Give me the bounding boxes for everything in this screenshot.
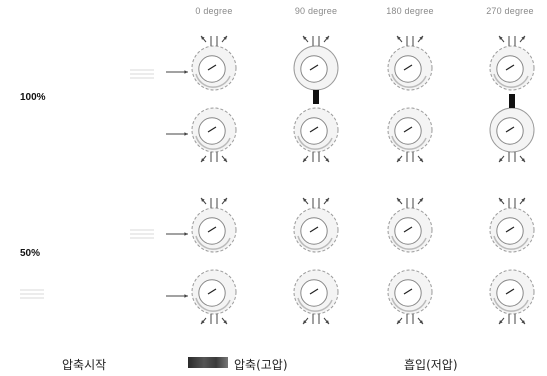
cylinder-0-1-bottom-suction-arc bbox=[297, 135, 333, 150]
cylinder-1-3-bottom-arrow-left-head bbox=[499, 320, 503, 324]
legend-compression-swatch bbox=[188, 357, 228, 368]
cylinder-1-2-bottom-arrow-left-head bbox=[397, 320, 401, 324]
cylinder-0-0-top-suction-arc bbox=[195, 73, 231, 88]
cylinder-0-0-bottom-inlet-arrow-head bbox=[184, 132, 188, 136]
cylinder-1-0-top-piston bbox=[198, 217, 226, 245]
cylinder-0-0-top-vane bbox=[207, 64, 217, 71]
cylinder-1-3-bottom-vane bbox=[505, 288, 515, 295]
cylinder-1-2-top-piston bbox=[394, 217, 422, 245]
cylinder-1-2-bottom-piston bbox=[394, 279, 422, 307]
cylinder-0-2-bottom-arrow-left-head bbox=[397, 158, 401, 162]
cylinder-0-3-top-arrow-left-head bbox=[499, 36, 503, 40]
cylinder-0-1-top-arrow-right-head bbox=[325, 36, 329, 40]
cylinder-1-1-bottom-suction-arc bbox=[297, 297, 333, 312]
cylinder-0-2-top-arrow-right-head bbox=[419, 36, 423, 40]
cylinder-0-0-top-arrow-left-head bbox=[201, 36, 205, 40]
cylinder-1-1-top-suction-arc bbox=[297, 235, 333, 250]
cylinder-1-2-top-arrow-right-head bbox=[419, 198, 423, 202]
cylinder-0-0-top-inlet-arrow-head bbox=[184, 70, 188, 74]
cylinder-0-3-top-piston bbox=[496, 55, 524, 83]
cylinder-0-1-top-discharge-bar bbox=[313, 90, 319, 104]
column-header-90: 90 degree bbox=[294, 6, 338, 16]
cylinder-1-0-bottom-piston bbox=[198, 279, 226, 307]
cylinder-1-1-top-arrow-right-head bbox=[325, 198, 329, 202]
row-label-100: 100% bbox=[20, 92, 46, 103]
cylinder-1-2-top-suction-arc bbox=[391, 235, 427, 250]
cylinder-1-0-top-suction-arc bbox=[195, 235, 231, 250]
cylinder-1-0-bottom-suction-arc bbox=[195, 297, 231, 312]
cylinder-0-0-bottom-arrow-right-head bbox=[223, 158, 227, 162]
cylinder-0-3-bottom-discharge-bar bbox=[509, 94, 515, 108]
cylinder-0-2-top-suction-arc bbox=[391, 73, 427, 88]
cylinder-0-1-bottom-arrow-left-head bbox=[303, 158, 307, 162]
column-header-0: 0 degree bbox=[195, 6, 233, 16]
cylinder-1-0-top-arrow-right-head bbox=[223, 198, 227, 202]
cylinder-0-3-top-arrow-right-head bbox=[521, 36, 525, 40]
cylinder-1-3-top-arrow-left-head bbox=[499, 198, 503, 202]
cylinder-0-2-bottom-vane bbox=[403, 126, 413, 133]
cylinder-0-0-bottom-piston bbox=[198, 117, 226, 145]
cylinder-1-2-bottom-vane bbox=[403, 288, 413, 295]
cylinder-0-0-bottom-vane bbox=[207, 126, 217, 133]
cylinder-0-1-bottom-piston bbox=[300, 117, 328, 145]
cylinder-1-0-bottom-inlet-arrow-head bbox=[184, 294, 188, 298]
cylinder-1-2-top-vane bbox=[403, 226, 413, 233]
cylinder-1-3-top-suction-arc bbox=[493, 235, 529, 250]
cylinder-1-1-top-arrow-left-head bbox=[303, 198, 307, 202]
cylinder-0-0-top-piston bbox=[198, 55, 226, 83]
cylinder-0-2-bottom-arrow-right-head bbox=[419, 158, 423, 162]
cylinder-0-0-top-arrow-right-head bbox=[223, 36, 227, 40]
cylinder-1-1-bottom-vane bbox=[309, 288, 319, 295]
cylinder-0-2-top-vane bbox=[403, 64, 413, 71]
column-header-270: 270 degree bbox=[486, 6, 534, 16]
cylinder-0-3-bottom-vane bbox=[505, 126, 515, 133]
cylinder-1-2-bottom-suction-arc bbox=[391, 297, 427, 312]
cylinder-1-0-top-vane bbox=[207, 226, 217, 233]
cylinder-1-0-top-arrow-left-head bbox=[201, 198, 205, 202]
cylinder-1-1-top-piston bbox=[300, 217, 328, 245]
cylinder-1-3-top-piston bbox=[496, 217, 524, 245]
cylinder-0-3-bottom-arrow-right-head bbox=[521, 158, 525, 162]
cylinder-0-3-top-suction-arc bbox=[493, 73, 529, 88]
cylinder-1-3-bottom-suction-arc bbox=[493, 297, 529, 312]
cylinder-0-1-top-vane bbox=[309, 64, 319, 71]
cylinder-1-1-bottom-piston bbox=[300, 279, 328, 307]
cylinder-1-1-top-vane bbox=[309, 226, 319, 233]
row-label-50: 50% bbox=[20, 248, 41, 259]
cylinder-0-3-top-vane bbox=[505, 64, 515, 71]
cylinder-1-3-bottom-arrow-right-head bbox=[521, 320, 525, 324]
cylinder-1-0-bottom-vane bbox=[207, 288, 217, 295]
cylinder-1-3-top-vane bbox=[505, 226, 515, 233]
cylinder-1-2-bottom-arrow-right-head bbox=[419, 320, 423, 324]
column-header-180: 180 degree bbox=[386, 6, 434, 16]
cylinder-0-3-bottom-piston bbox=[496, 117, 524, 145]
cylinder-0-2-bottom-piston bbox=[394, 117, 422, 145]
legend-start-label: 압축시작 bbox=[62, 358, 107, 372]
cylinder-1-3-bottom-piston bbox=[496, 279, 524, 307]
cylinder-0-3-bottom-arrow-left-head bbox=[499, 158, 503, 162]
legend-suction-label: 흡입(저압) bbox=[404, 358, 458, 372]
cylinder-0-0-bottom-suction-arc bbox=[195, 135, 231, 150]
cylinder-1-1-bottom-arrow-left-head bbox=[303, 320, 307, 324]
cylinder-0-1-bottom-vane bbox=[309, 126, 319, 133]
cylinder-1-3-top-arrow-right-head bbox=[521, 198, 525, 202]
cylinder-1-0-top-inlet-arrow-head bbox=[184, 232, 188, 236]
cylinder-0-1-top-piston bbox=[300, 55, 328, 83]
cylinder-1-0-bottom-arrow-left-head bbox=[201, 320, 205, 324]
cylinder-0-2-top-arrow-left-head bbox=[397, 36, 401, 40]
legend-compression-label: 압축(고압) bbox=[234, 358, 288, 372]
cylinder-1-1-bottom-arrow-right-head bbox=[325, 320, 329, 324]
cylinder-0-2-bottom-suction-arc bbox=[391, 135, 427, 150]
cylinder-1-2-top-arrow-left-head bbox=[397, 198, 401, 202]
cylinder-0-2-top-piston bbox=[394, 55, 422, 83]
cylinder-0-1-bottom-arrow-right-head bbox=[325, 158, 329, 162]
cylinder-0-0-bottom-arrow-left-head bbox=[201, 158, 205, 162]
cylinder-0-1-top-arrow-left-head bbox=[303, 36, 307, 40]
cylinder-1-0-bottom-arrow-right-head bbox=[223, 320, 227, 324]
